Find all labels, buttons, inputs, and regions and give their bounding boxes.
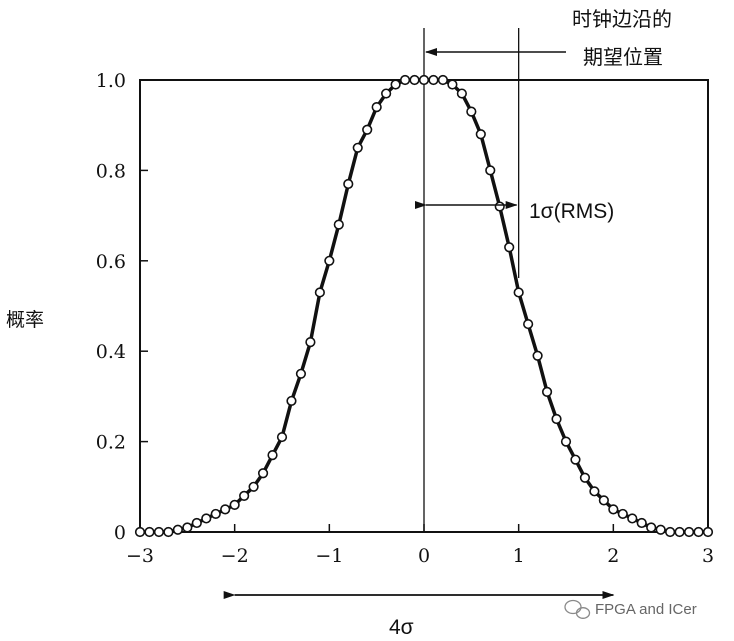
data-point: [674, 526, 685, 538]
watermark: FPGA and ICer: [564, 599, 697, 619]
data-point: [693, 526, 704, 538]
data-point: [494, 201, 505, 212]
data-point: [257, 468, 269, 479]
data-point: [352, 142, 363, 153]
data-point: [418, 74, 430, 86]
data-point: [182, 522, 193, 533]
data-point: [456, 88, 467, 99]
data-point: [665, 526, 676, 538]
data-point: [504, 242, 515, 253]
data-point: [437, 74, 449, 86]
data-point: [276, 431, 288, 443]
data-point: [532, 350, 543, 361]
x-tick-label: 2: [607, 545, 619, 567]
data-point: [399, 74, 411, 86]
y-tick-label: 0.8: [96, 160, 126, 182]
data-point: [324, 255, 335, 266]
x-tick-label: −2: [221, 545, 249, 567]
data-point: [579, 472, 591, 483]
data-point: [333, 219, 344, 230]
data-point: [570, 454, 581, 465]
y-tick-label: 0.6: [96, 251, 126, 273]
data-point: [134, 526, 146, 538]
data-point: [485, 165, 496, 176]
data-point: [305, 337, 316, 348]
sigma-label: 1σ(RMS): [529, 200, 614, 223]
data-point: [220, 504, 231, 515]
data-point: [560, 436, 572, 447]
data-point: [617, 508, 628, 520]
data-point: [409, 74, 420, 86]
data-point: [239, 490, 250, 501]
y-axis-label: 概率: [6, 309, 44, 331]
watermark-text: FPGA and ICer: [595, 601, 697, 618]
data-point: [362, 124, 373, 135]
y-tick-label: 0.4: [96, 341, 126, 363]
data-point: [513, 287, 524, 298]
x-tick-label: 0: [418, 545, 430, 567]
data-point: [702, 526, 714, 538]
data-point: [447, 79, 458, 90]
y-tick-label: 1.0: [96, 70, 126, 92]
x-tick-label: −1: [315, 545, 343, 567]
data-point: [210, 508, 221, 520]
x-axis-ticks: −3 −2 −1 0 1 2 3: [126, 524, 714, 567]
y-tick-label: 0.2: [96, 432, 126, 454]
x-tick-label: 3: [702, 545, 714, 567]
data-point: [475, 129, 486, 140]
y-tick-label: 0: [114, 522, 126, 544]
data-point: [551, 413, 562, 425]
data-point: [144, 526, 155, 538]
y-axis-ticks: 0 0.2 0.4 0.6 0.8 1.0: [96, 70, 148, 544]
data-point: [201, 513, 212, 524]
data-point: [172, 524, 183, 535]
data-point: [381, 88, 392, 99]
expected-position-label-line2: 期望位置: [583, 45, 663, 69]
data-point: [390, 79, 401, 90]
data-point: [523, 318, 534, 330]
data-point: [598, 495, 609, 506]
data-point: [636, 517, 647, 529]
data-point: [655, 524, 666, 535]
data-point: [371, 102, 382, 113]
data-point: [267, 450, 278, 461]
data-point: [191, 517, 202, 529]
data-point: [295, 368, 307, 379]
data-point: [589, 486, 600, 497]
data-point: [683, 526, 695, 538]
data-point: [248, 481, 259, 492]
data-point: [153, 526, 165, 538]
data-point: [541, 386, 553, 397]
data-point: [229, 499, 240, 510]
data-point: [314, 287, 325, 298]
data-point: [286, 395, 297, 407]
x-tick-label: −3: [126, 545, 154, 567]
data-point: [343, 178, 354, 190]
data-point: [627, 513, 638, 524]
expected-position-label-line1: 时钟边沿的: [572, 7, 672, 31]
four-sigma-label: 4σ: [389, 616, 414, 639]
data-point: [608, 504, 619, 515]
wechat-icon: [564, 599, 591, 619]
x-tick-label: 1: [513, 545, 525, 567]
data-point: [163, 526, 174, 538]
data-point: [428, 74, 439, 86]
data-point: [646, 522, 657, 533]
series-points: [134, 74, 714, 538]
data-point: [466, 106, 477, 117]
